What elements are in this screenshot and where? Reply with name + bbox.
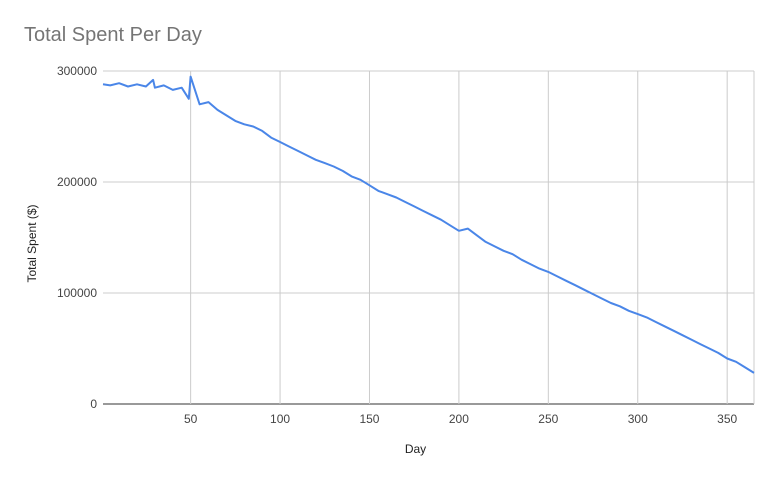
x-tick-label: 350	[717, 412, 737, 426]
x-tick-label: 300	[628, 412, 648, 426]
x-tick-label: 100	[270, 412, 290, 426]
y-tick-label: 200000	[57, 175, 97, 189]
y-tick-label: 0	[90, 397, 97, 411]
x-tick-label: 150	[359, 412, 379, 426]
x-axis-title: Day	[405, 442, 426, 456]
x-tick-label: 250	[538, 412, 558, 426]
y-axis-title: Total Spent ($)	[25, 204, 39, 282]
chart-title: Total Spent Per Day	[24, 24, 202, 46]
x-tick-label: 50	[184, 412, 198, 426]
y-tick-label: 100000	[57, 286, 97, 300]
series-line	[102, 75, 755, 374]
x-tick-label: 200	[449, 412, 469, 426]
y-tick-label: 300000	[57, 64, 97, 78]
